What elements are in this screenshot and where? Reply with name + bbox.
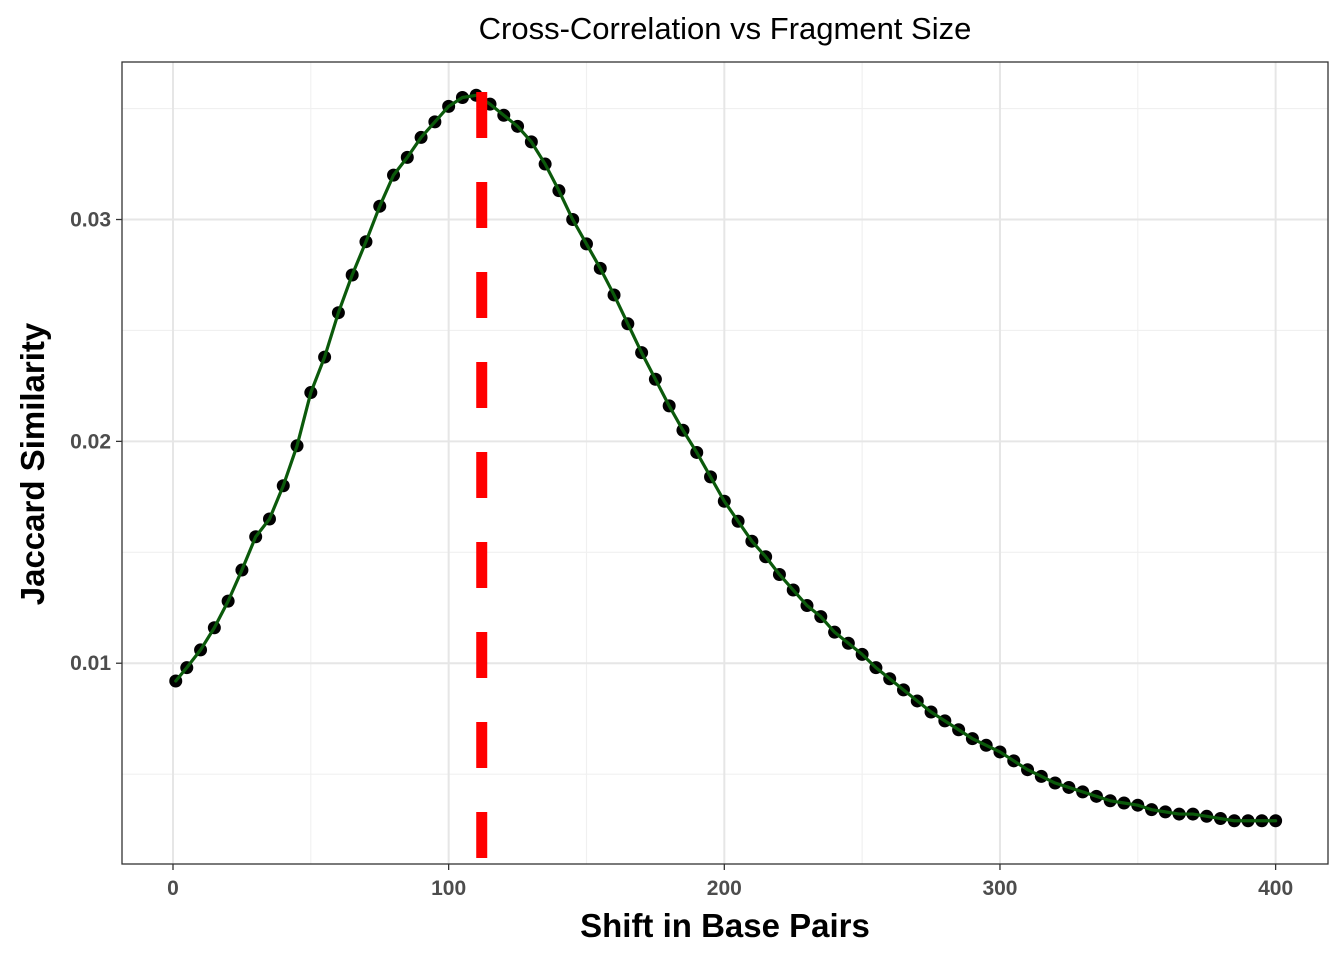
y-axis-ticks: 0.01 0.02 0.03 bbox=[70, 209, 122, 675]
y-axis-title: Jaccard Similarity bbox=[14, 322, 51, 605]
panel-border bbox=[121, 61, 1329, 865]
series-line bbox=[174, 93, 1278, 823]
x-axis-ticks: 0 100 200 300 400 bbox=[167, 864, 1293, 900]
y-tick-label: 0.03 bbox=[70, 209, 111, 232]
x-tick-label: 300 bbox=[982, 877, 1017, 900]
chart-title: Cross-Correlation vs Fragment Size bbox=[479, 11, 972, 46]
major-gridlines bbox=[122, 62, 1328, 864]
series-line-layer bbox=[174, 93, 1278, 823]
x-tick-label: 200 bbox=[707, 877, 742, 900]
x-axis-title: Shift in Base Pairs bbox=[580, 907, 870, 944]
y-tick-label: 0.01 bbox=[70, 652, 111, 675]
x-tick-label: 400 bbox=[1258, 877, 1293, 900]
y-tick-label: 0.02 bbox=[70, 430, 111, 453]
x-tick-label: 100 bbox=[431, 877, 466, 900]
x-tick-label: 0 bbox=[167, 877, 179, 900]
